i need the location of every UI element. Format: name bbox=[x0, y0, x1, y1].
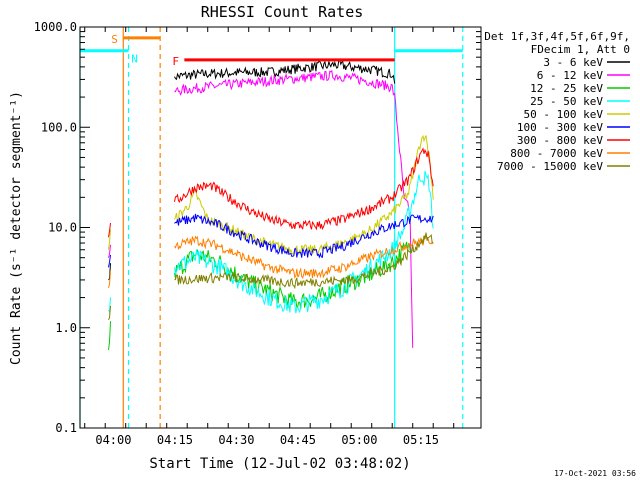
attenuator-bars: SN F bbox=[80, 33, 463, 68]
y-tick-label: 0.1 bbox=[55, 421, 77, 435]
legend-entry-label: 25 - 50 keV bbox=[530, 95, 603, 108]
legend-entry-label: 3 - 6 keV bbox=[543, 56, 603, 69]
x-tick-label: 04:00 bbox=[95, 433, 131, 447]
y-tick-label: 100.0 bbox=[41, 120, 77, 134]
x-tick-label: 04:45 bbox=[280, 433, 316, 447]
legend-entry-label: 300 - 800 keV bbox=[517, 134, 603, 147]
x-axis: 04:00 04:15 04:30 04:45 05:00 05:15 bbox=[84, 27, 455, 447]
series-line bbox=[108, 213, 434, 268]
series-line bbox=[108, 241, 413, 351]
chart-title: RHESSI Count Rates bbox=[201, 3, 364, 21]
x-tick-label: 04:30 bbox=[218, 433, 254, 447]
legend-entry-label: 6 - 12 keV bbox=[537, 69, 604, 82]
series-line bbox=[108, 147, 434, 238]
series-line bbox=[108, 232, 434, 321]
x-tick-label: 05:15 bbox=[403, 433, 439, 447]
series-line bbox=[108, 69, 414, 348]
legend-entry-label: 12 - 25 keV bbox=[530, 82, 603, 95]
y-axis-label: Count Rate (s⁻¹ detector segment⁻¹) bbox=[9, 91, 24, 365]
legend-entry-label: 50 - 100 keV bbox=[524, 108, 604, 121]
series-group bbox=[108, 59, 434, 351]
series-line bbox=[108, 59, 396, 281]
legend-entry-label: 100 - 300 keV bbox=[517, 121, 603, 134]
legend-entry-label: 800 - 7000 keV bbox=[510, 147, 603, 160]
x-tick-label: 04:15 bbox=[157, 433, 193, 447]
x-axis-label: Start Time (12-Jul-02 03:48:02) bbox=[149, 456, 410, 472]
legend: Det 1f,3f,4f,5f,6f,9f,FDecim 1, Att 03 -… bbox=[484, 30, 630, 173]
legend-entry-label: 7000 - 15000 keV bbox=[497, 160, 603, 173]
state-bar-label: F bbox=[172, 55, 179, 68]
marker-lines bbox=[79, 27, 464, 428]
y-axis: 1000.0 100.0 10.0 1.0 0.1 bbox=[34, 20, 481, 435]
series-line bbox=[108, 134, 434, 256]
legend-header: Det 1f,3f,4f,5f,6f,9f, bbox=[484, 30, 630, 43]
y-tick-label: 1000.0 bbox=[34, 20, 77, 34]
state-bar-label: N bbox=[131, 53, 138, 66]
series-line bbox=[108, 235, 434, 289]
legend-header: FDecim 1, Att 0 bbox=[531, 43, 630, 56]
footer-date: 17-Oct-2021 03:56 bbox=[554, 469, 636, 478]
state-bar-label: S bbox=[111, 33, 118, 46]
plot-frame bbox=[79, 26, 482, 429]
y-tick-label: 10.0 bbox=[48, 221, 77, 235]
y-tick-label: 1.0 bbox=[55, 321, 77, 335]
x-tick-label: 05:00 bbox=[341, 433, 377, 447]
